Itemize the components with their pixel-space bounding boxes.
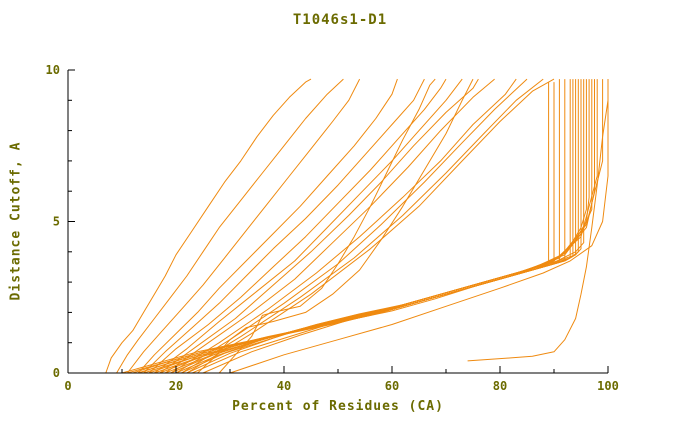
y-tick-label: 0 [53,366,60,380]
series-line-15 [121,82,550,374]
series-line-21 [148,79,577,374]
series-line-8 [164,78,495,374]
series-line-7 [159,78,479,374]
series-line-26 [175,79,590,374]
y-tick-label: 5 [53,215,60,229]
x-tick-label: 80 [493,379,507,393]
series-line-22 [154,79,579,374]
y-axis-label: Distance Cutoff, A [8,141,24,301]
series-line-3 [137,78,398,374]
x-tick-label: 60 [385,379,399,393]
x-axis-label: Percent of Residues (CA) [232,399,444,414]
series-line-29 [192,79,598,374]
series-line-0 [105,78,312,374]
series-line-14 [186,78,555,374]
x-tick-label: 100 [597,379,619,393]
series-line-23 [159,79,582,374]
series-line-1 [116,78,344,374]
series-line-25 [170,79,587,374]
series-line-32 [467,79,609,362]
series-line-20 [143,79,574,374]
series-line-5 [148,78,447,374]
x-tick-label: 0 [64,379,71,393]
chart-title: T1046s1-D1 [292,12,388,28]
series-line-11 [170,78,517,374]
x-tick-label: 20 [169,379,183,393]
series-line-13 [181,78,544,374]
y-tick-label: 10 [46,63,60,77]
x-tick-label: 40 [277,379,291,393]
series-line-6 [154,78,463,374]
series-line-2 [127,78,361,374]
series-line-16 [127,82,555,374]
series-line-17 [132,79,560,374]
series-line-4 [143,78,425,374]
series-line-30 [202,79,604,374]
series-line-28 [186,79,595,374]
series-line-31 [229,79,609,374]
series-line-12 [175,78,528,374]
series-line-27 [181,79,593,374]
